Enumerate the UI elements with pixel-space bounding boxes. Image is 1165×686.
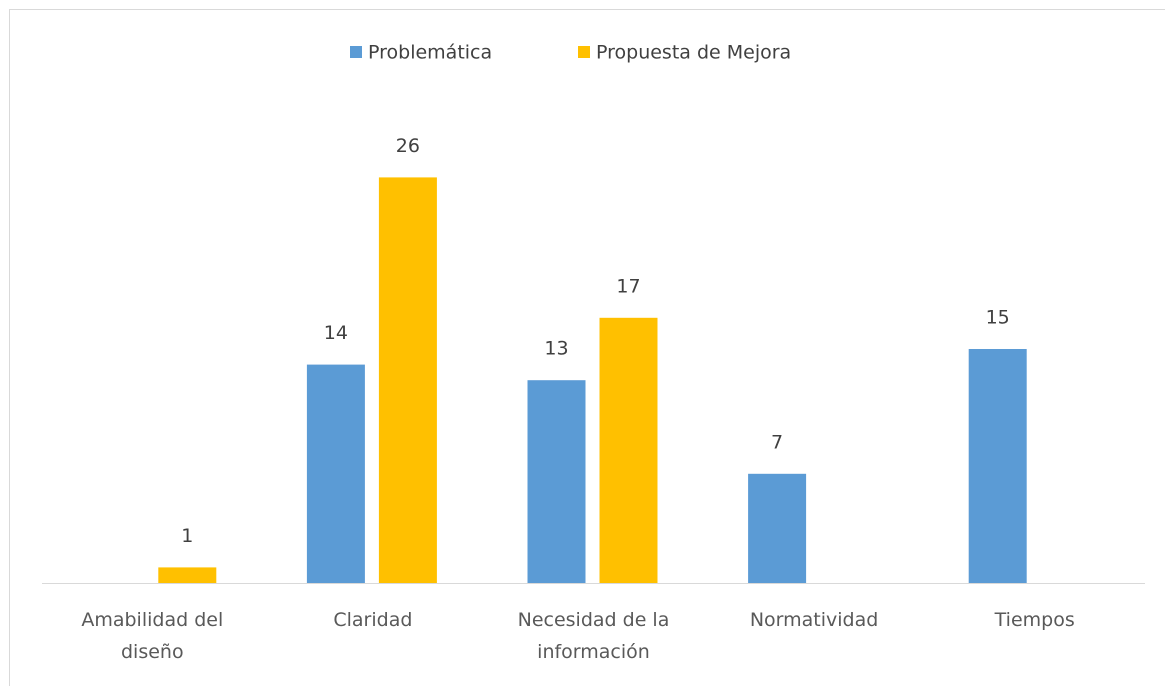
bar [968,349,1027,583]
x-tick-label: Necesidad de la información [517,609,670,663]
bar [158,567,217,583]
data-label: 1 [181,525,193,547]
chart-border [9,9,1165,686]
bar [599,317,658,583]
legend-label: Propuesta de Mejora [596,42,791,64]
legend-swatch [578,46,590,58]
bar [748,473,807,583]
x-tick-label: Claridad [333,609,413,631]
bar [378,177,437,583]
data-label: 15 [986,307,1010,329]
bar [306,364,365,583]
legend-swatch [350,46,362,58]
data-label: 26 [396,135,420,157]
data-label: 13 [544,338,568,360]
bar [527,380,586,583]
legend-label: Problemática [368,42,492,64]
data-label: 14 [324,322,348,344]
data-label: 7 [771,431,783,453]
x-tick-label: Tiempos [994,609,1075,631]
x-tick-label: Normatividad [749,609,879,631]
data-label: 17 [616,275,640,297]
x-tick-label: Amabilidad del diseño [81,609,224,663]
